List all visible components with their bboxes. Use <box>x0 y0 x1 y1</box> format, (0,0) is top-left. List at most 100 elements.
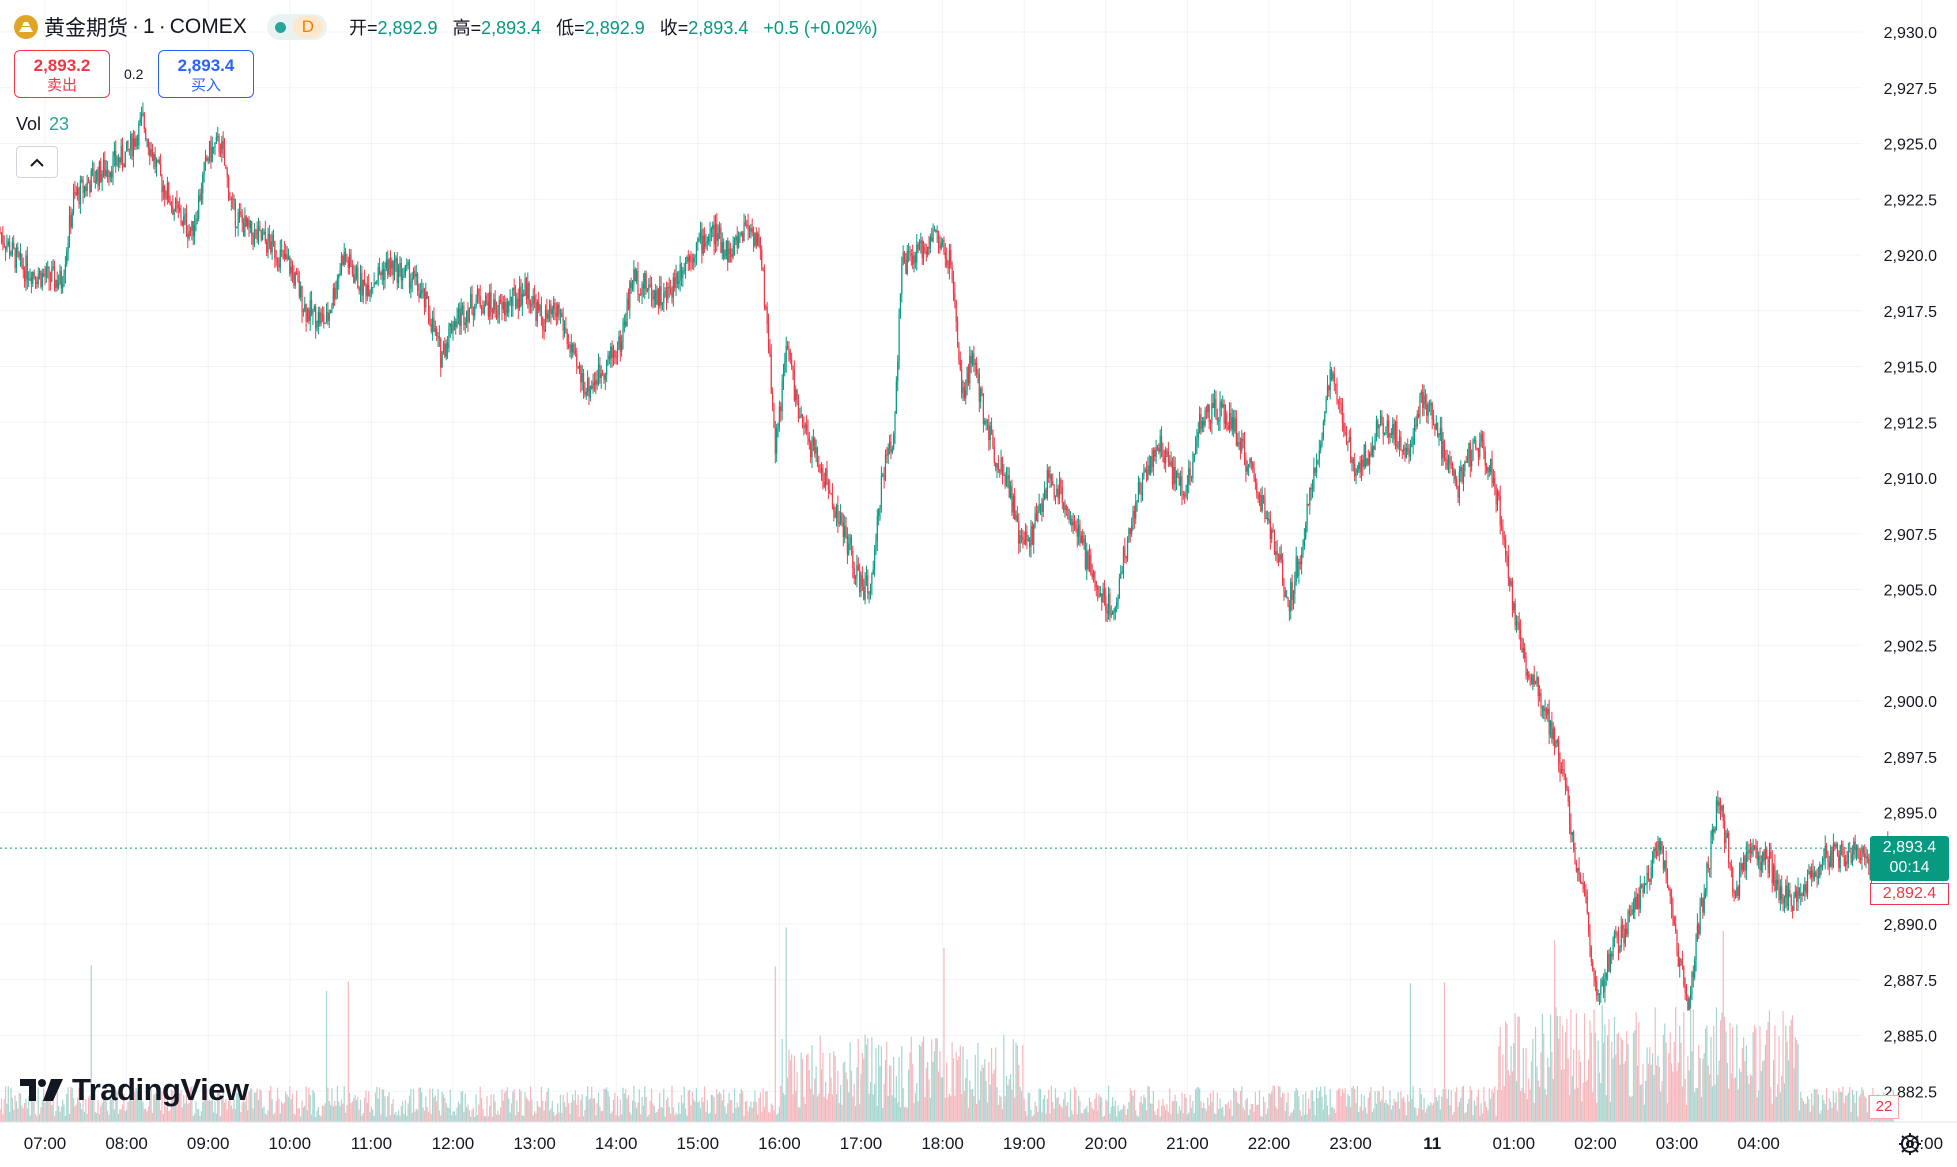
volume-bar <box>1260 1115 1262 1122</box>
volume-bar <box>351 1101 353 1122</box>
volume-bar <box>597 1092 600 1122</box>
volume-bar <box>1356 1086 1358 1122</box>
volume-bar <box>1339 1088 1341 1122</box>
volume-bar <box>10 1087 12 1122</box>
volume-bar <box>1360 1094 1363 1122</box>
volume-bar <box>1392 1105 1394 1122</box>
candle-body <box>1065 505 1067 510</box>
symbol-interval[interactable]: 1 <box>143 15 155 38</box>
candle-body <box>1360 459 1363 473</box>
candle-body <box>1029 539 1031 548</box>
price-axis[interactable]: 2,930.02,927.52,925.02,922.52,920.02,917… <box>1884 25 1937 1101</box>
volume-bar <box>1457 1106 1459 1122</box>
volume-bar <box>1044 1095 1046 1122</box>
candle-body <box>105 169 107 177</box>
volume-bar <box>1435 1097 1437 1122</box>
candle-body <box>153 154 155 161</box>
volume-bar <box>393 1114 396 1122</box>
volume-bar <box>1801 1097 1803 1122</box>
volume-bar <box>678 1102 680 1122</box>
volume-bar <box>1609 1101 1611 1122</box>
candle-body <box>1589 931 1591 948</box>
candle-body <box>714 223 717 245</box>
candle-body <box>1292 594 1295 600</box>
candle-body <box>373 282 375 287</box>
candle-body <box>1790 896 1792 906</box>
volume-bar <box>795 1091 797 1122</box>
volume-bar <box>1181 1092 1183 1122</box>
volume-bar <box>104 1097 106 1122</box>
volume-bar <box>1641 1084 1643 1122</box>
volume-bar <box>19 1093 22 1122</box>
candle-body <box>1562 769 1564 771</box>
volume-bar <box>29 1115 31 1122</box>
tradingview-logo[interactable]: TradingView <box>20 1072 249 1108</box>
candle-body <box>1024 531 1027 545</box>
candle-body <box>219 151 222 154</box>
volume-bar <box>440 1115 442 1122</box>
candle-body <box>1223 404 1225 424</box>
volume-bar <box>185 1094 188 1122</box>
candle-body <box>509 296 511 302</box>
candle-body <box>1321 437 1323 445</box>
candle-body <box>446 343 449 349</box>
volume-bar <box>43 1088 45 1122</box>
candle-body <box>966 366 968 391</box>
collapse-legend-button[interactable] <box>16 146 58 178</box>
candle-body <box>901 264 903 294</box>
candle-body <box>385 260 387 269</box>
volume-bar <box>1843 1103 1845 1122</box>
volume-bar <box>1596 1102 1598 1122</box>
candle-body <box>864 579 866 600</box>
candle-body <box>238 211 241 213</box>
candle-body <box>411 278 413 282</box>
candle-body <box>1214 398 1216 408</box>
volume-legend[interactable]: Vol 23 <box>16 114 69 135</box>
volume-bar <box>592 1098 594 1122</box>
candle-body <box>478 288 480 296</box>
candle-body <box>816 447 819 465</box>
candle-body <box>1824 845 1826 859</box>
symbol-name[interactable]: 黄金期货 <box>44 17 128 40</box>
volume-bar <box>466 1107 468 1122</box>
candle-body <box>325 312 328 323</box>
volume-bar <box>18 1092 20 1122</box>
volume-bar <box>927 1061 929 1122</box>
volume-bar <box>285 1091 287 1122</box>
chart-settings-gear-icon[interactable] <box>1896 1130 1924 1158</box>
candle-body <box>198 195 200 219</box>
candle-body <box>98 161 100 187</box>
candle-body <box>264 231 266 242</box>
volume-bar <box>588 1099 590 1122</box>
volume-bar <box>392 1099 394 1122</box>
candle-body <box>1676 930 1678 951</box>
time-axis[interactable]: 07:00 08:00 09:00 10:00 11:00 12:00 13:00 14:00… <box>24 1134 1943 1153</box>
candle-body <box>1675 924 1677 931</box>
candle-body <box>1815 872 1817 877</box>
symbol-exchange[interactable]: COMEX <box>169 15 247 38</box>
candle-body <box>561 312 563 318</box>
volume-bar <box>525 1097 528 1122</box>
candle-body <box>1090 555 1092 574</box>
volume-bar <box>1404 1102 1406 1122</box>
candle-body <box>1367 458 1369 465</box>
candle-body <box>1760 862 1762 871</box>
candle-body <box>1660 841 1662 851</box>
candle-body <box>678 280 680 284</box>
buy-button[interactable]: 2,893.4 买入 <box>158 50 254 98</box>
candle-body <box>301 286 303 312</box>
candle-body <box>1419 394 1421 417</box>
candle-body <box>1681 960 1684 966</box>
candle-body <box>581 373 583 383</box>
volume-bar <box>1853 1094 1855 1122</box>
market-status-pill[interactable]: D <box>266 14 327 40</box>
volume-bar <box>1732 1027 1734 1122</box>
candle-body <box>208 140 211 159</box>
time-tick-label: 01:00 <box>1493 1134 1536 1153</box>
candle-body <box>868 592 870 594</box>
volume-bar <box>940 1077 942 1122</box>
candle-body <box>861 575 863 587</box>
sell-button[interactable]: 2,893.2 卖出 <box>14 50 110 98</box>
candle-body <box>267 233 269 253</box>
